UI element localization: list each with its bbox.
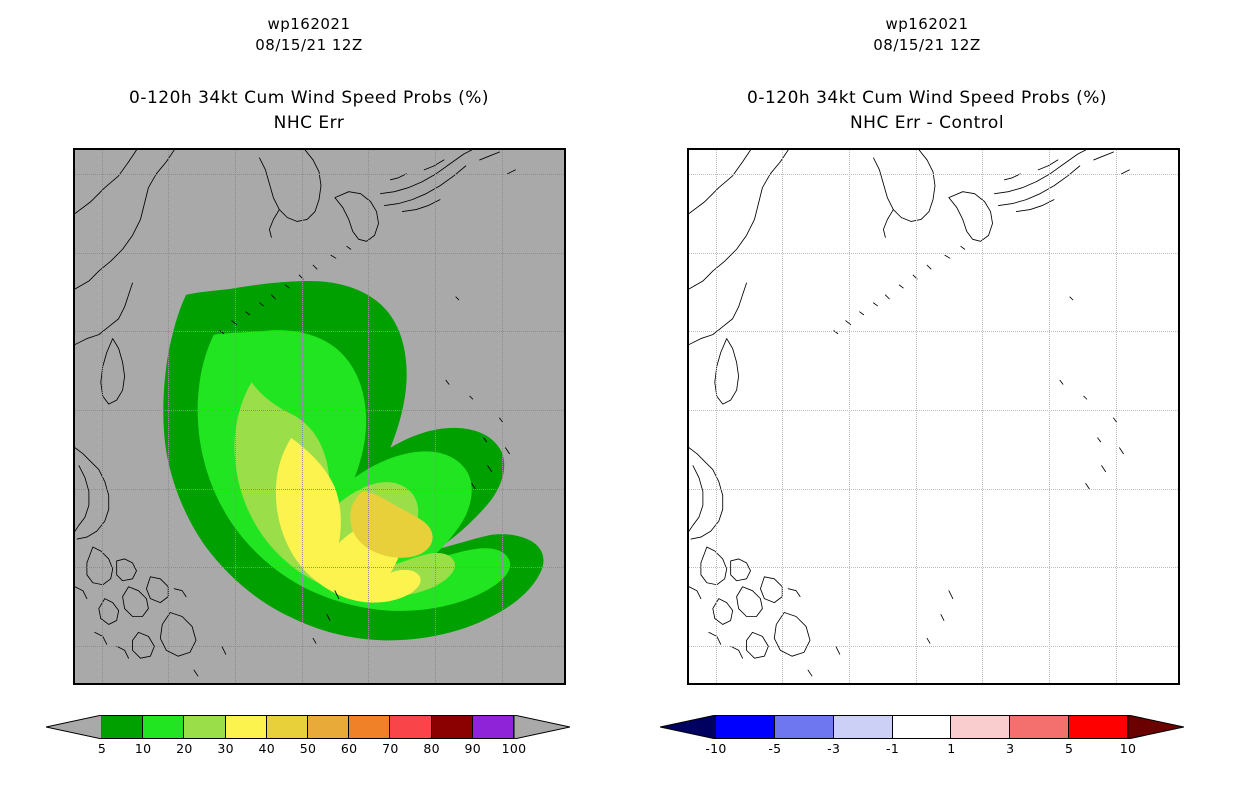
colorbar-cell-60-70 (349, 715, 391, 739)
colorbar-high-cap (1128, 715, 1185, 739)
contour-band-30 (275, 437, 421, 603)
colorbar-cell-10-20 (143, 715, 185, 739)
colorbar-tick: 70 (382, 741, 399, 756)
colorbar-cell-5-10 (102, 715, 144, 739)
colorbar-low-cap (46, 715, 102, 739)
right-title-line2: NHC Err - Control (849, 113, 1005, 133)
colorbar-difference[interactable]: -10 -5 -3 -1 1 3 5 10 (660, 715, 1185, 775)
colorbar-tick: 100 (501, 741, 527, 756)
colorbar-tick: 10 (1119, 741, 1137, 756)
left-title-line2: NHC Err (273, 113, 345, 133)
colorbar-tick: -3 (827, 741, 841, 756)
coastline-overlay (689, 150, 1178, 683)
colorbar-tick: 1 (947, 741, 956, 756)
colorbar-tick: 30 (217, 741, 234, 756)
right-storm-id: wp162021 (885, 15, 969, 33)
right-datetime: 08/15/21 12Z (873, 36, 981, 54)
colorbar-cell-1-3 (951, 715, 1011, 739)
colorbar-tick: 50 (299, 741, 317, 756)
colorbar-tick: -10 (705, 741, 727, 756)
colorbar-cell-70-80 (390, 715, 432, 739)
panel-nhc-err: wp162021 08/15/21 12Z 0-120h 34kt Cum Wi… (0, 14, 618, 775)
colorbar-tick: 20 (176, 741, 193, 756)
map-canvas-nhc-err[interactable]: 35N 30N 25N 20N 15N 10N 5N 120E 125E 130… (73, 148, 566, 685)
left-datetime: 08/15/21 12Z (255, 36, 363, 54)
colorbar-tick: 3 (1006, 741, 1015, 756)
contour-band-40 (350, 491, 433, 558)
colorbar-tick: 5 (1064, 741, 1074, 756)
right-chart-title: 0-120h 34kt Cum Wind Speed Probs (%) NHC… (618, 86, 1236, 136)
colorbar-high-cap (514, 715, 571, 739)
left-chart-title: 0-120h 34kt Cum Wind Speed Probs (%) NHC… (0, 86, 618, 136)
map-canvas-difference[interactable]: 35N 30N 25N 20N 15N 10N 5N 120E 125E 130… (687, 148, 1180, 685)
colorbar-cell-20-30 (184, 715, 226, 739)
colorbar-cell-80-90 (431, 715, 473, 739)
colorbar-tick: 40 (258, 741, 276, 756)
panel-nhc-err-minus-control: wp162021 08/15/21 12Z 0-120h 34kt Cum Wi… (618, 0, 1236, 800)
right-title-line1: 0-120h 34kt Cum Wind Speed Probs (%) (747, 88, 1107, 108)
colorbar-tick: 5 (97, 741, 107, 756)
colorbar-cell-5-10 (1069, 715, 1129, 739)
colorbar-tick: 90 (464, 741, 482, 756)
colorbar-tick: -1 (886, 741, 900, 756)
colorbar-cell-3-5 (1010, 715, 1070, 739)
colorbar-tick: -5 (768, 741, 782, 756)
colorbar-cell-50-60 (308, 715, 350, 739)
colorbar-cell-30-40 (225, 715, 267, 739)
left-storm-header: wp162021 08/15/21 12Z (0, 14, 618, 56)
colorbar-cell-neg10-neg5 (716, 715, 775, 739)
colorbar-cell-neg5-neg3 (774, 715, 834, 739)
colorbar-cell-neg3-neg1 (833, 715, 893, 739)
colorbar-cell-neg1-1 (892, 715, 952, 739)
colorbar-tick: 60 (340, 741, 358, 756)
probability-contours (163, 281, 544, 641)
coastline-overlay (75, 150, 564, 683)
colorbar-tick: 10 (134, 741, 152, 756)
right-storm-header: wp162021 08/15/21 12Z (618, 14, 1236, 56)
colorbar-probability[interactable]: 5 10 20 30 40 50 60 70 80 90 100 (46, 715, 571, 775)
colorbar-cell-90-100 (472, 715, 515, 739)
left-storm-id: wp162021 (267, 15, 351, 33)
colorbar-low-cap (660, 715, 716, 739)
left-title-line1: 0-120h 34kt Cum Wind Speed Probs (%) (129, 88, 489, 108)
colorbar-tick: 80 (423, 741, 440, 756)
colorbar-cell-40-50 (266, 715, 309, 739)
